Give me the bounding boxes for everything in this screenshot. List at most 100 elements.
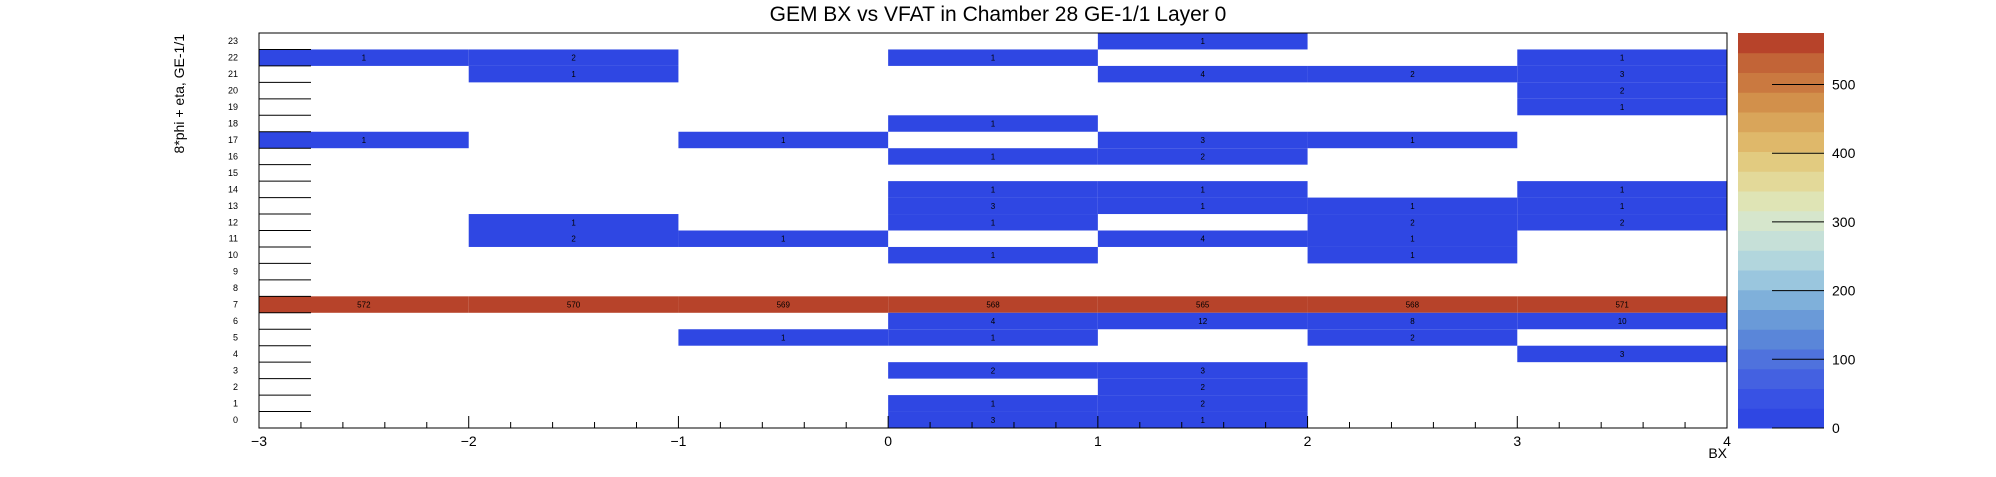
cell-value-label: 1 <box>1620 54 1625 63</box>
heatmap-cell <box>259 49 469 66</box>
cell-value-label: 4 <box>1200 70 1205 79</box>
y-axis-label: 8*phi + eta, GE-1/1 <box>171 34 187 154</box>
cell-value-label: 568 <box>1406 301 1420 310</box>
heatmap-cell <box>1517 345 1727 363</box>
y-tick-label: 19 <box>228 102 238 112</box>
cell-value-label: 1 <box>781 136 786 145</box>
colorbar-tick-label: 300 <box>1832 214 1856 230</box>
cell-value-label: 12 <box>1198 317 1207 326</box>
cell-value-label: 1 <box>1620 185 1625 194</box>
heatmap-cell <box>1307 230 1518 247</box>
cell-value-label: 1 <box>1410 136 1415 145</box>
heatmap-cell <box>1097 197 1308 215</box>
heatmap-cell <box>468 49 679 66</box>
heatmap-cell <box>1517 214 1727 231</box>
heatmap-cell <box>468 230 679 247</box>
colorbar-segment <box>1738 171 1824 192</box>
y-tick-label: 12 <box>228 217 238 227</box>
cell-value-label: 1 <box>991 333 996 342</box>
cell-value-label: 4 <box>991 317 996 326</box>
cell-value-label: 569 <box>777 301 791 310</box>
heatmap-cell <box>1097 395 1308 412</box>
colorbar-segment <box>1738 388 1824 409</box>
plot-frame <box>258 32 1728 429</box>
y-tick-label: 3 <box>233 365 238 375</box>
y-tick-label: 14 <box>228 184 238 194</box>
y-tick-label: 4 <box>233 349 238 359</box>
heatmap-cell <box>468 296 679 313</box>
colorbar-segment <box>1738 368 1824 389</box>
heatmap-cell <box>678 296 889 313</box>
heatmap-cell <box>888 181 1098 198</box>
heatmap-cell <box>1097 131 1308 149</box>
x-axis-label: BX <box>1708 445 1727 461</box>
heatmap-cell <box>1307 131 1518 149</box>
heatmap-cell <box>1517 49 1727 66</box>
heatmap-cell <box>888 362 1098 379</box>
x-tick-label: 4 <box>1723 433 1731 449</box>
heatmap-cell <box>1517 181 1727 198</box>
heatmap-cell <box>888 49 1098 66</box>
heatmap-cell <box>888 312 1098 330</box>
heatmap-cell <box>1517 197 1727 215</box>
x-tick-label: 3 <box>1513 433 1521 449</box>
colorbar-segment <box>1738 131 1824 152</box>
colorbar: 0 100 200 300 400 500 <box>1738 33 1856 436</box>
cell-value-label: 3 <box>1200 366 1205 375</box>
y-tick-label: 1 <box>233 398 238 408</box>
y-tick-label: 8 <box>233 283 238 293</box>
cell-value-label: 1 <box>1200 202 1205 211</box>
cell-value-label: 1 <box>1410 251 1415 260</box>
heatmap-cell <box>1097 411 1308 428</box>
cell-value-label: 2 <box>1620 218 1625 227</box>
cell-value-label: 1 <box>1200 37 1205 46</box>
colorbar-segment <box>1738 191 1824 212</box>
heatmap-cell <box>1517 98 1727 116</box>
colorbar-segment <box>1738 112 1824 133</box>
heatmap-cell <box>259 296 469 313</box>
x-tick-label: 2 <box>1304 433 1312 449</box>
cell-value-label: 2 <box>1200 152 1205 161</box>
cell-value-label: 1 <box>1410 235 1415 244</box>
cell-value-label: 2 <box>1410 70 1415 79</box>
heatmap-cell <box>1517 296 1727 313</box>
heatmap-cell <box>888 148 1098 165</box>
heatmap-cell <box>468 65 679 83</box>
heatmap-cell <box>1517 82 1727 99</box>
heatmap-cell <box>888 214 1098 231</box>
colorbar-tick-label: 0 <box>1832 420 1840 436</box>
heatmap-cell <box>468 214 679 231</box>
cell-value-label: 3 <box>991 202 996 211</box>
cell-value-label: 565 <box>1196 301 1210 310</box>
heatmap-cell <box>1307 214 1518 231</box>
cell-value-label: 1 <box>991 54 996 63</box>
cell-value-label: 1 <box>1620 103 1625 112</box>
cell-value-label: 2 <box>991 366 996 375</box>
cell-value-label: 3 <box>991 416 996 425</box>
y-tick-label: 21 <box>228 69 238 79</box>
y-tick-label: 17 <box>228 135 238 145</box>
colorbar-segment <box>1738 230 1824 251</box>
cell-value-label: 1 <box>991 399 996 408</box>
cell-value-label: 2 <box>1200 399 1205 408</box>
cell-value-label: 571 <box>1615 301 1629 310</box>
heatmap-cell <box>1097 312 1308 330</box>
cell-value-label: 10 <box>1618 317 1627 326</box>
cell-value-label: 572 <box>357 301 371 310</box>
heatmap-cell <box>1307 312 1518 330</box>
cell-value-label: 2 <box>1410 218 1415 227</box>
cell-value-label: 2 <box>571 54 576 63</box>
cell-value-label: 2 <box>1410 333 1415 342</box>
heatmap-cell <box>1517 312 1727 330</box>
y-tick-label: 13 <box>228 201 238 211</box>
colorbar-tick-label: 500 <box>1832 77 1856 93</box>
y-tick-label: 2 <box>233 382 238 392</box>
heatmap-cell <box>888 395 1098 412</box>
colorbar-segment <box>1738 408 1824 429</box>
colorbar-tick-label: 400 <box>1832 145 1856 161</box>
heatmap-cell <box>1517 65 1727 83</box>
colorbar-segment <box>1738 309 1824 330</box>
cell-value-label: 1 <box>781 333 786 342</box>
